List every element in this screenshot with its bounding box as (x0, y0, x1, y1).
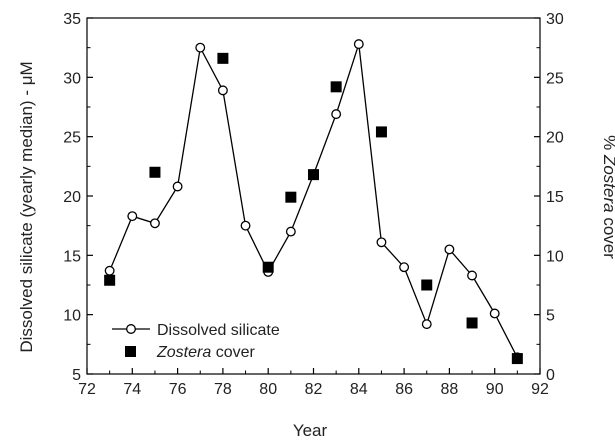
y-left-tick-label: 35 (63, 11, 81, 28)
silicate-point (149, 218, 160, 229)
legend-square-marker (125, 346, 136, 357)
y-right-tick-label: 30 (546, 11, 564, 28)
x-tick-label: 84 (350, 381, 368, 398)
legend-zostera-italic: Zostera (156, 344, 211, 361)
silicate-point (195, 42, 206, 53)
legend-zostera-suffix: cover (211, 344, 255, 361)
y-right-tick-label: 0 (546, 367, 555, 384)
zostera-point (149, 166, 161, 178)
silicate-series (104, 39, 523, 363)
silicate-point (353, 39, 364, 50)
y-left-tick-label: 15 (63, 248, 81, 265)
x-tick-label: 92 (531, 381, 549, 398)
x-tick-label: 72 (78, 381, 96, 398)
x-axis-title: Year (293, 421, 328, 440)
zostera-point (375, 126, 387, 138)
y-left-tick-label: 5 (72, 367, 81, 384)
silicate-point (127, 211, 138, 222)
silicate-point (217, 85, 228, 96)
y-right-tick-label: 15 (546, 189, 564, 206)
y-left-axis-title: Dissolved silicate (yearly median) - μM (17, 61, 36, 352)
legend-label-silicate: Dissolved silicate (157, 322, 280, 339)
silicate-point (331, 109, 342, 120)
zostera-series (104, 52, 523, 365)
zostera-point (285, 191, 297, 203)
x-tick-label: 74 (123, 381, 141, 398)
zostera-point (511, 353, 523, 365)
silicate-point (489, 308, 500, 319)
y-right-tick-label: 5 (546, 308, 555, 325)
legend-label-zostera: Zostera cover (156, 344, 255, 361)
x-tick-label: 78 (214, 381, 232, 398)
silicate-point (285, 226, 296, 237)
zostera-point (217, 52, 229, 64)
silicate-point (444, 244, 455, 255)
y-left-tick-label: 20 (63, 189, 81, 206)
y-right-tick-label: 10 (546, 248, 564, 265)
y-right-title-suffix: cover (600, 213, 615, 260)
y-left-tick-label: 25 (63, 130, 81, 147)
y-right-title-italic: Zostera (600, 154, 615, 213)
y-left-tick-label: 30 (63, 70, 81, 87)
x-tick-label: 76 (169, 381, 187, 398)
silicate-point (467, 270, 478, 281)
y-right-tick-label: 25 (546, 70, 564, 87)
zostera-point (308, 169, 319, 181)
silicate-point (104, 265, 115, 276)
x-axis-ticks: 72 74 76 78 80 82 84 86 88 90 92 (78, 368, 549, 398)
legend: Dissolved silicate Zostera cover (112, 322, 280, 361)
zostera-point (262, 261, 274, 273)
zostera-point (421, 279, 433, 291)
y-right-tick-label: 20 (546, 130, 564, 147)
x-tick-label: 82 (305, 381, 323, 398)
silicate-line (109, 43, 518, 358)
silicate-point (240, 220, 251, 231)
silicate-point (399, 262, 410, 273)
zostera-point (104, 274, 116, 286)
silicate-point (376, 237, 387, 248)
zostera-point (466, 317, 478, 329)
y-left-axis-ticks: 5 10 15 20 25 30 35 (63, 11, 93, 384)
y-right-axis-title: % Zostera cover (600, 135, 615, 259)
legend-circle-marker (126, 324, 136, 334)
x-tick-label: 80 (259, 381, 277, 398)
y-right-title-prefix: % (600, 135, 615, 155)
x-tick-label: 88 (441, 381, 459, 398)
x-tick-label: 90 (486, 381, 504, 398)
x-tick-label: 86 (395, 381, 413, 398)
zostera-point (330, 81, 342, 93)
silicate-point (421, 319, 432, 330)
y-left-tick-label: 10 (63, 308, 81, 325)
y-right-axis-ticks: 0 5 10 15 20 25 30 (534, 11, 564, 384)
silicate-point (172, 181, 183, 192)
